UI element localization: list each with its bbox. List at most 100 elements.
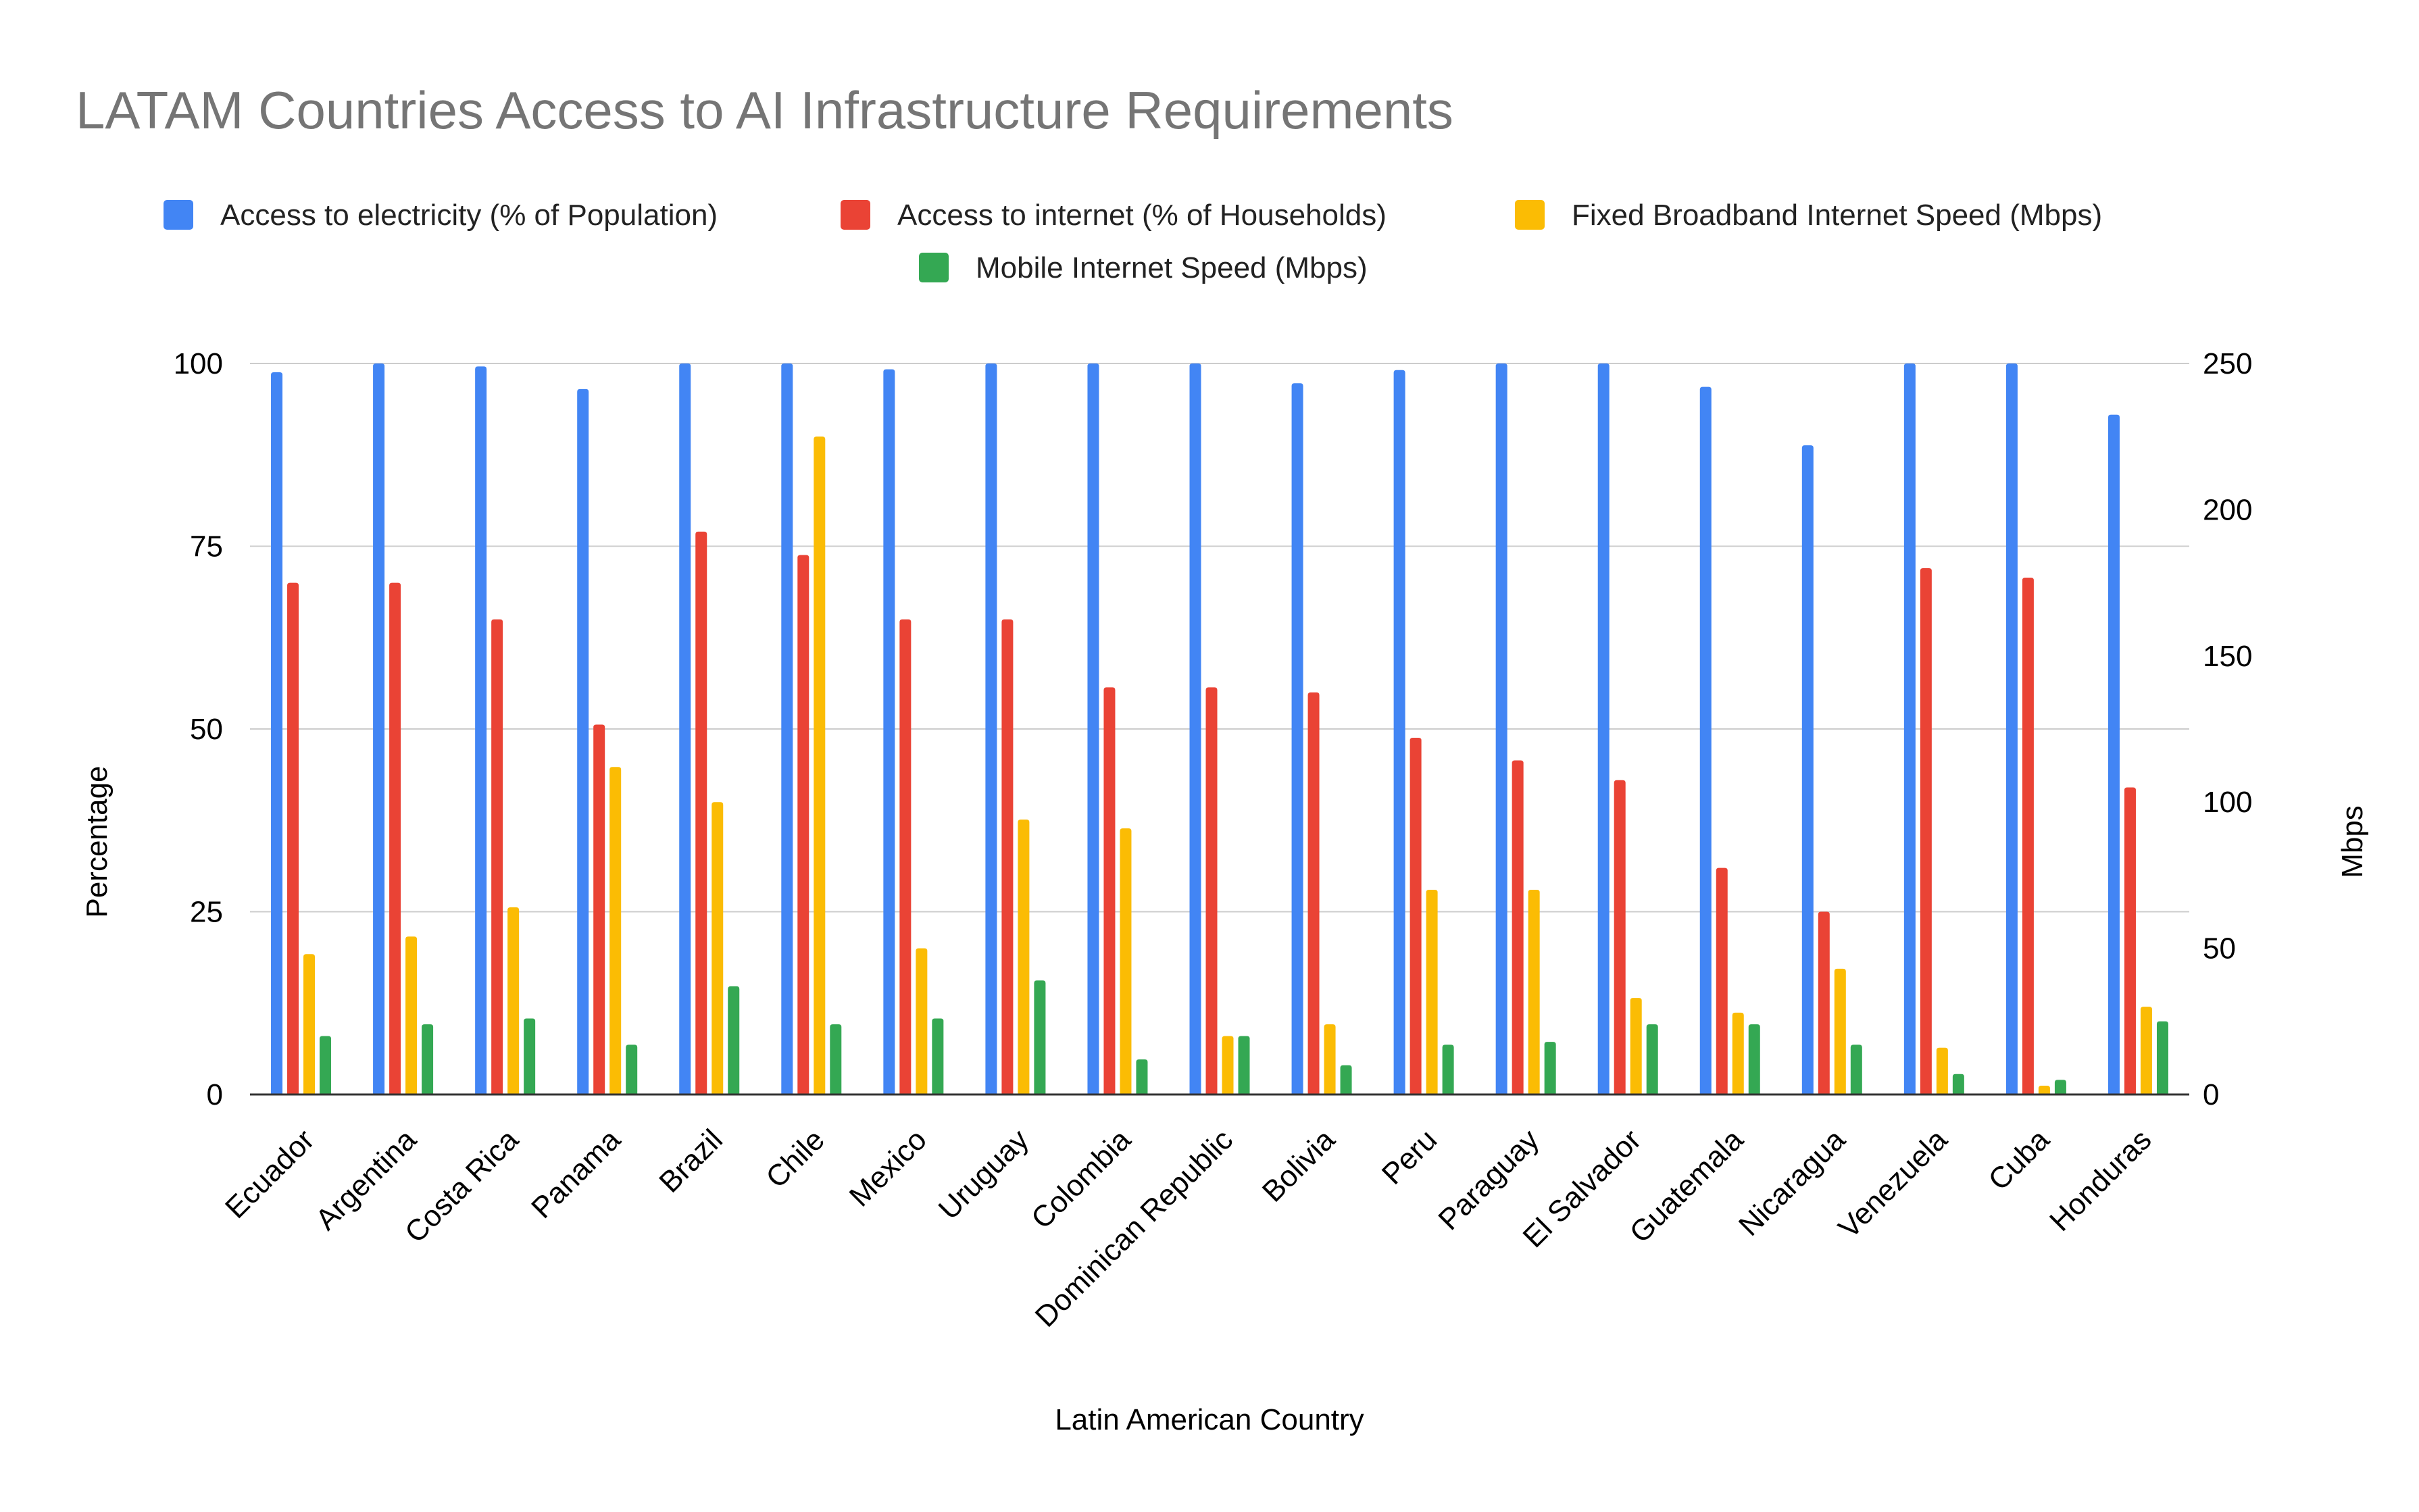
- bar-2-11: [1426, 890, 1438, 1094]
- bar-3-8: [1136, 1059, 1148, 1094]
- legend-label: Mobile Internet Speed (Mbps): [976, 251, 1368, 284]
- right-tick-label: 0: [2203, 1078, 2219, 1111]
- bar-2-0: [303, 954, 316, 1094]
- right-tick-label: 100: [2203, 786, 2252, 819]
- bar-0-3: [577, 388, 589, 1094]
- bar-0-12: [1495, 363, 1507, 1094]
- bars: [271, 363, 2168, 1094]
- bar-1-3: [593, 724, 605, 1094]
- bar-3-11: [1442, 1044, 1454, 1094]
- bar-3-18: [2156, 1021, 2168, 1094]
- bar-0-8: [1087, 363, 1099, 1094]
- legend-swatch: [164, 200, 193, 230]
- left-axis-ticks: 0 25 50 75 100: [174, 347, 223, 1111]
- bar-0-6: [883, 369, 895, 1094]
- bar-0-13: [1597, 363, 1610, 1094]
- bar-2-9: [1222, 1036, 1234, 1094]
- legend-label: Access to internet (% of Households): [897, 199, 1387, 232]
- bar-0-9: [1189, 363, 1201, 1094]
- bar-0-18: [2108, 414, 2120, 1094]
- right-tick-label: 50: [2203, 932, 2236, 965]
- bar-2-17: [2038, 1086, 2050, 1094]
- bar-2-6: [916, 948, 928, 1094]
- legend-item-1: Access to internet (% of Households): [841, 199, 1387, 232]
- bar-2-13: [1630, 998, 1642, 1094]
- bar-3-13: [1646, 1024, 1658, 1094]
- bar-2-12: [1528, 890, 1540, 1094]
- bar-3-16: [1952, 1074, 1964, 1094]
- bar-1-17: [2022, 578, 2034, 1094]
- bar-2-3: [609, 767, 622, 1094]
- bar-2-15: [1834, 968, 1846, 1094]
- bar-0-15: [1801, 445, 1814, 1094]
- bar-2-4: [712, 802, 724, 1094]
- left-tick-label: 25: [190, 896, 223, 929]
- bar-0-7: [985, 363, 997, 1094]
- bar-3-2: [524, 1018, 536, 1094]
- chart-title: LATAM Countries Access to AI Infrastruct…: [76, 80, 1453, 140]
- bar-0-17: [2005, 363, 2018, 1094]
- bar-0-11: [1393, 370, 1405, 1094]
- bar-1-11: [1410, 737, 1422, 1094]
- bar-1-15: [1818, 911, 1830, 1094]
- bar-3-12: [1544, 1042, 1556, 1094]
- y-axis-label-right: Mbps: [2336, 805, 2369, 878]
- bar-0-5: [781, 363, 793, 1094]
- legend-item-2: Fixed Broadband Internet Speed (Mbps): [1515, 199, 2102, 232]
- left-tick-label: 50: [190, 713, 223, 746]
- bar-2-14: [1732, 1012, 1744, 1094]
- bar-3-5: [830, 1024, 842, 1094]
- bar-2-1: [405, 936, 418, 1094]
- left-tick-label: 75: [190, 530, 223, 563]
- bar-1-2: [491, 619, 503, 1094]
- left-tick-label: 0: [207, 1078, 223, 1111]
- legend-item-3: Mobile Internet Speed (Mbps): [919, 251, 1368, 284]
- bar-1-9: [1205, 687, 1218, 1094]
- left-tick-label: 100: [174, 347, 223, 380]
- right-tick-label: 250: [2203, 347, 2252, 380]
- bar-3-10: [1340, 1065, 1352, 1094]
- bar-2-10: [1324, 1024, 1336, 1094]
- bar-0-14: [1699, 386, 1712, 1094]
- legend: Access to electricity (% of Population) A…: [164, 199, 2102, 284]
- bar-3-0: [320, 1036, 332, 1094]
- bar-3-7: [1034, 980, 1046, 1094]
- bar-3-15: [1850, 1044, 1862, 1094]
- bar-1-4: [695, 531, 707, 1094]
- right-tick-label: 200: [2203, 493, 2252, 526]
- bar-1-10: [1307, 692, 1320, 1094]
- bar-1-8: [1103, 687, 1116, 1094]
- bar-0-16: [1903, 363, 1916, 1094]
- bar-0-0: [271, 372, 283, 1094]
- bar-1-6: [899, 619, 912, 1094]
- legend-item-0: Access to electricity (% of Population): [164, 199, 718, 232]
- bar-3-4: [728, 986, 740, 1094]
- bar-1-14: [1716, 867, 1728, 1094]
- bar-1-7: [1001, 619, 1014, 1094]
- bar-1-1: [389, 582, 401, 1094]
- legend-label: Fixed Broadband Internet Speed (Mbps): [1572, 199, 2102, 232]
- bar-2-2: [507, 907, 520, 1094]
- legend-label: Access to electricity (% of Population): [220, 199, 718, 232]
- bar-1-0: [287, 582, 299, 1094]
- gridlines: [250, 363, 2189, 913]
- bar-3-9: [1238, 1036, 1250, 1094]
- right-axis-ticks: 0 50 100 150 200 250: [2203, 347, 2252, 1111]
- bar-2-18: [2140, 1007, 2152, 1094]
- bar-2-7: [1018, 820, 1030, 1094]
- bar-3-14: [1748, 1024, 1760, 1094]
- bar-3-6: [932, 1018, 944, 1094]
- bar-0-4: [679, 363, 691, 1094]
- bar-2-5: [814, 436, 826, 1094]
- x-axis-label: Latin American Country: [1055, 1403, 1364, 1436]
- bar-3-1: [422, 1024, 434, 1094]
- bar-1-13: [1614, 780, 1626, 1094]
- bar-2-16: [1936, 1047, 1948, 1094]
- bar-2-8: [1120, 828, 1132, 1094]
- bar-1-5: [797, 555, 809, 1094]
- bar-3-3: [626, 1044, 638, 1094]
- legend-swatch: [919, 253, 949, 282]
- right-tick-label: 150: [2203, 640, 2252, 673]
- legend-swatch: [841, 200, 870, 230]
